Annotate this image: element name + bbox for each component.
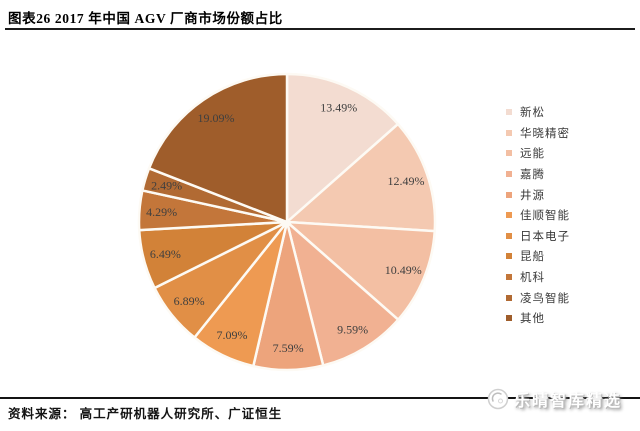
legend-label: 远能	[520, 148, 545, 161]
legend-label: 日本电子	[520, 230, 570, 243]
legend-item: 井源	[506, 184, 570, 205]
legend-swatch-icon	[506, 274, 512, 281]
legend-item: 其他	[506, 308, 570, 329]
legend-swatch-icon	[506, 232, 512, 239]
pie-slice-label: 6.89%	[174, 294, 205, 308]
legend-swatch-icon	[506, 212, 512, 219]
legend-item: 日本电子	[506, 226, 570, 247]
source-note: 资料来源： 高工产研机器人研究所、广证恒生	[8, 407, 283, 421]
legend-swatch-icon	[506, 191, 512, 198]
title-divider	[5, 28, 635, 30]
legend-swatch-icon	[506, 109, 512, 116]
legend-swatch-icon	[506, 150, 512, 157]
legend-label: 机科	[520, 272, 545, 285]
pie-slice-label: 12.49%	[388, 174, 425, 188]
legend-swatch-icon	[506, 171, 512, 178]
legend-item: 华晓精密	[506, 123, 570, 144]
chart-legend: 新松华晓精密远能嘉腾井源佳顺智能日本电子昆船机科凌鸟智能其他	[506, 102, 570, 329]
legend-label: 其他	[520, 313, 545, 326]
pie-slice-新松	[285, 72, 400, 224]
pie-slice-label: 10.49%	[385, 263, 422, 277]
pie-slice-远能	[285, 220, 436, 321]
legend-swatch-icon	[506, 253, 512, 260]
pie-slice-华晓精密	[285, 122, 437, 233]
legend-item: 嘉腾	[506, 164, 570, 185]
legend-swatch-icon	[506, 315, 512, 322]
legend-label: 嘉腾	[520, 169, 545, 182]
pie-slice-label: 2.49%	[151, 179, 182, 193]
legend-label: 昆船	[520, 251, 545, 264]
pie-slice-label: 19.09%	[198, 111, 235, 125]
footer-divider	[0, 397, 640, 399]
pie-slice-label: 13.49%	[320, 100, 357, 114]
legend-item: 远能	[506, 143, 570, 164]
watermark-text: 乐晴智库精选	[514, 393, 623, 410]
pie-slice-label: 9.59%	[337, 322, 368, 336]
legend-label: 华晓精密	[520, 127, 570, 140]
legend-label: 井源	[520, 189, 545, 202]
leqing-zhiku-logo-icon	[487, 388, 509, 410]
legend-label: 凌鸟智能	[520, 292, 570, 305]
legend-swatch-icon	[506, 129, 512, 136]
legend-label: 佳顺智能	[520, 210, 570, 223]
legend-item: 佳顺智能	[506, 205, 570, 226]
legend-label: 新松	[520, 107, 545, 120]
legend-item: 凌鸟智能	[506, 287, 570, 308]
pie-slice-label: 4.29%	[146, 205, 177, 219]
legend-swatch-icon	[506, 294, 512, 301]
watermark: 乐晴智库精选	[487, 387, 622, 411]
pie-slice-label: 7.59%	[273, 341, 304, 355]
pie-slice-其他	[147, 72, 289, 224]
legend-item: 昆船	[506, 246, 570, 267]
pie-slice-label: 7.09%	[217, 328, 248, 342]
legend-item: 机科	[506, 267, 570, 288]
pie-slice-label: 6.49%	[150, 247, 181, 261]
figure-title: 图表26 2017 年中国 AGV 厂商市场份额占比	[8, 11, 283, 26]
legend-item: 新松	[506, 102, 570, 123]
